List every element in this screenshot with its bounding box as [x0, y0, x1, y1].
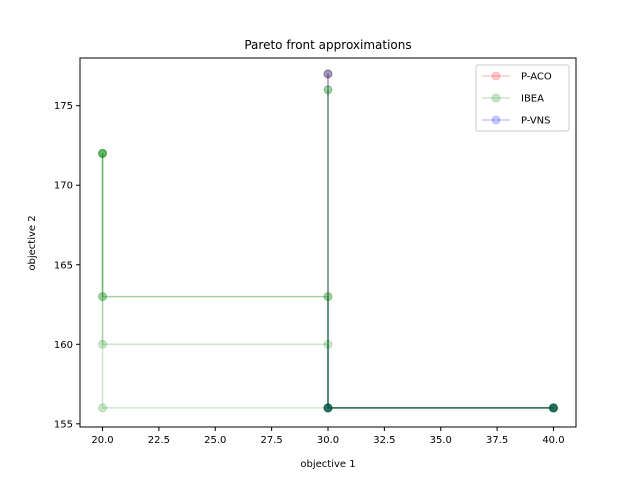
- chart-title: Pareto front approximations: [244, 38, 411, 52]
- legend-label: IBEA: [521, 94, 544, 105]
- legend-label: P-ACO: [521, 72, 552, 83]
- data-point: [98, 292, 108, 302]
- series-line: [327, 73, 554, 409]
- x-tick-label: 25.0: [204, 435, 226, 446]
- series-line: [101, 153, 554, 409]
- y-tick-label: 160: [54, 340, 73, 351]
- legend-entry-p-aco: P-ACO: [482, 71, 552, 83]
- data-point: [548, 403, 558, 413]
- data-point: [98, 339, 108, 349]
- y-tick-label: 155: [54, 419, 73, 430]
- x-tick-label: 22.5: [148, 435, 170, 446]
- data-point: [98, 148, 108, 158]
- legend-marker: [491, 71, 501, 81]
- data-point: [548, 403, 558, 413]
- legend-label: P-VNS: [521, 116, 551, 127]
- data-point: [323, 403, 333, 413]
- x-tick-label: 20.0: [91, 435, 113, 446]
- y-tick-label: 175: [54, 101, 73, 112]
- data-point: [323, 69, 333, 79]
- plot-area: [98, 69, 558, 413]
- data-point: [323, 69, 333, 79]
- series-line: [327, 89, 554, 409]
- data-point: [98, 148, 108, 158]
- data-point: [323, 403, 333, 413]
- data-point: [323, 85, 333, 95]
- data-point: [98, 292, 108, 302]
- series-line: [327, 73, 554, 409]
- axes: 20.0 22.5 25.0 27.5 30.0 32.5 35.0 37.5 40.0 155 1…: [54, 57, 577, 446]
- series-line: [327, 73, 554, 409]
- legend-marker: [491, 115, 501, 125]
- data-point: [548, 403, 558, 413]
- series-line: [101, 153, 554, 409]
- legend: P-ACO IBEA P-VNS: [475, 64, 570, 132]
- series-line: [327, 89, 554, 409]
- series-p-vns: [323, 69, 558, 413]
- series-line: [101, 153, 554, 409]
- data-point: [323, 292, 333, 302]
- data-point: [548, 403, 558, 413]
- data-point: [98, 403, 108, 413]
- legend-marker: [491, 93, 501, 103]
- data-point: [548, 403, 558, 413]
- data-point: [323, 403, 333, 413]
- y-tick-label: 170: [54, 181, 73, 192]
- data-point: [548, 403, 558, 413]
- data-point: [98, 148, 108, 158]
- data-point: [323, 85, 333, 95]
- x-tick-label: 32.5: [373, 435, 395, 446]
- data-point: [323, 403, 333, 413]
- data-point: [548, 403, 558, 413]
- x-tick-label: 40.0: [542, 435, 564, 446]
- y-axis-title: objective 2: [27, 215, 38, 270]
- series-p-aco: [323, 69, 558, 413]
- data-point: [323, 69, 333, 79]
- series-ibea: [98, 69, 558, 413]
- data-point: [323, 403, 333, 413]
- x-tick-label: 30.0: [317, 435, 339, 446]
- legend-entry-p-vns: P-VNS: [482, 115, 551, 127]
- x-tick-label: 37.5: [486, 435, 508, 446]
- x-tick-label: 27.5: [261, 435, 283, 446]
- legend-box: [475, 64, 570, 132]
- data-point: [98, 148, 108, 158]
- data-point: [323, 403, 333, 413]
- data-point: [323, 292, 333, 302]
- data-point: [548, 403, 558, 413]
- series-line: [101, 153, 554, 409]
- y-tick-label: 165: [54, 260, 73, 271]
- data-point: [323, 403, 333, 413]
- data-point: [323, 403, 333, 413]
- data-point: [548, 403, 558, 413]
- x-tick-label: 35.0: [430, 435, 452, 446]
- data-point: [323, 339, 333, 349]
- x-axis-title: objective 1: [300, 459, 355, 470]
- legend-entry-ibea: IBEA: [482, 93, 544, 105]
